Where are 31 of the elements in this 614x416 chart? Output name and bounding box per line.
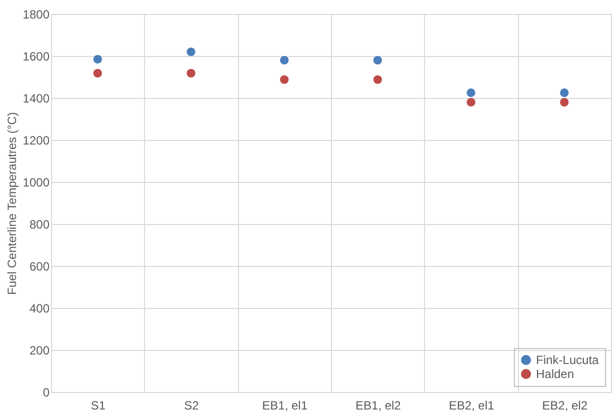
point (373, 56, 382, 65)
y-tick-label: 1400 (22, 92, 50, 106)
point (93, 68, 102, 78)
y-tick-label: 1600 (22, 50, 50, 64)
point (560, 98, 569, 107)
point (560, 88, 569, 98)
point (280, 56, 289, 65)
point (373, 75, 382, 84)
y-tick-label: 1200 (22, 134, 50, 148)
point (93, 54, 102, 64)
y-tick-label: 400 (29, 302, 50, 316)
point (186, 47, 196, 56)
point (466, 98, 476, 107)
legend-label: Halden (536, 367, 574, 381)
y-axis-title: Fuel Centerline Temperautres (°C) (4, 112, 19, 295)
x-tick-label: EB2, el2 (542, 398, 588, 412)
point (280, 75, 289, 84)
y-tick-label: 1800 (22, 8, 50, 22)
x-tick-label: EB2, el1 (448, 398, 494, 412)
y-tick-label: 200 (29, 344, 50, 358)
y-tick-label: 0 (42, 386, 50, 400)
x-tick-label: EB1, el2 (355, 398, 402, 412)
point (186, 68, 196, 78)
x-tick-label: S1 (90, 398, 106, 412)
y-tick-label: 800 (29, 218, 50, 232)
y-tick-label: 1000 (22, 176, 50, 190)
point (466, 88, 476, 98)
x-tick-label: S2 (184, 398, 200, 412)
legend-label: Fink-Lucuta (536, 353, 600, 367)
y-tick-label: 600 (29, 260, 50, 274)
x-tick-label: EB1, el1 (262, 398, 308, 412)
